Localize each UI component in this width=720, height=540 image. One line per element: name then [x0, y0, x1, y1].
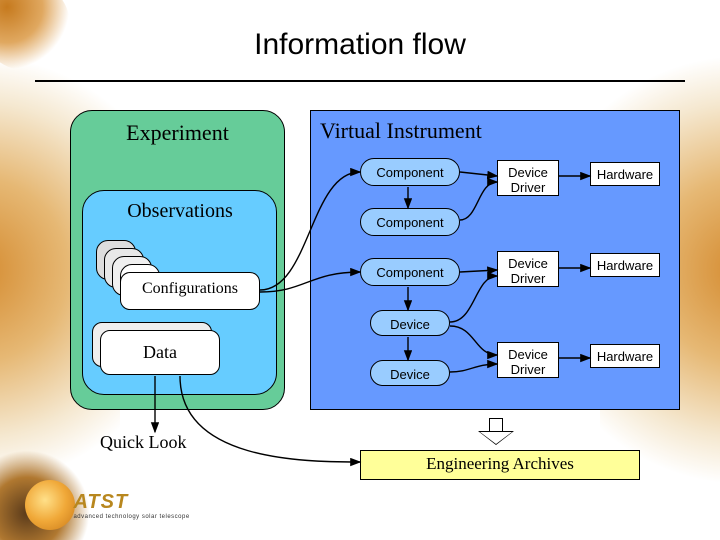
atst-logo: ATST advanced technology solar telescope: [25, 480, 190, 530]
logo-text: ATST: [73, 491, 189, 514]
device-driver-1: Device Driver: [497, 160, 559, 196]
component-1: Component: [360, 158, 460, 186]
observations-label: Observations: [100, 200, 260, 223]
quick-look-label: Quick Look: [100, 432, 186, 453]
hardware-2: Hardware: [590, 253, 660, 277]
configurations-label: Configurations: [120, 280, 260, 298]
virtual-instrument-label: Virtual Instrument: [320, 118, 520, 144]
component-3: Component: [360, 258, 460, 286]
device-5: Device: [370, 360, 450, 386]
engineering-archives-box: Engineering Archives: [360, 450, 640, 480]
experiment-label: Experiment: [90, 120, 265, 146]
hardware-1: Hardware: [590, 162, 660, 186]
device-4: Device: [370, 310, 450, 336]
data-label: Data: [100, 342, 220, 363]
device-driver-3: Device Driver: [497, 342, 559, 378]
logo-subtitle: advanced technology solar telescope: [73, 514, 189, 520]
down-arrow-icon: [478, 418, 514, 446]
hardware-3: Hardware: [590, 344, 660, 368]
diagram-canvas: Experiment Observations Configurations D…: [0, 0, 720, 540]
sun-icon: [25, 480, 75, 530]
component-2: Component: [360, 208, 460, 236]
device-driver-2: Device Driver: [497, 251, 559, 287]
